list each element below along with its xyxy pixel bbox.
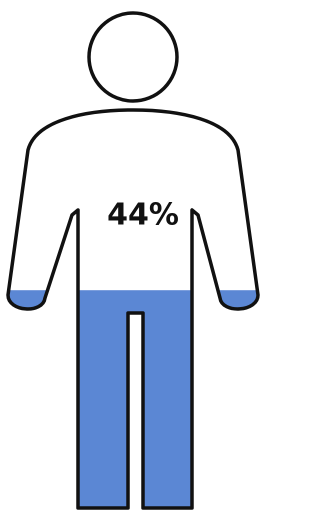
fill-group: [0, 290, 265, 508]
head: [89, 13, 177, 101]
value-label: 44%: [107, 198, 179, 233]
page: {"chart_data": {"type": "pictograph", "v…: [0, 0, 265, 515]
fill-level: [0, 290, 265, 508]
chart: 44%: [0, 0, 265, 515]
